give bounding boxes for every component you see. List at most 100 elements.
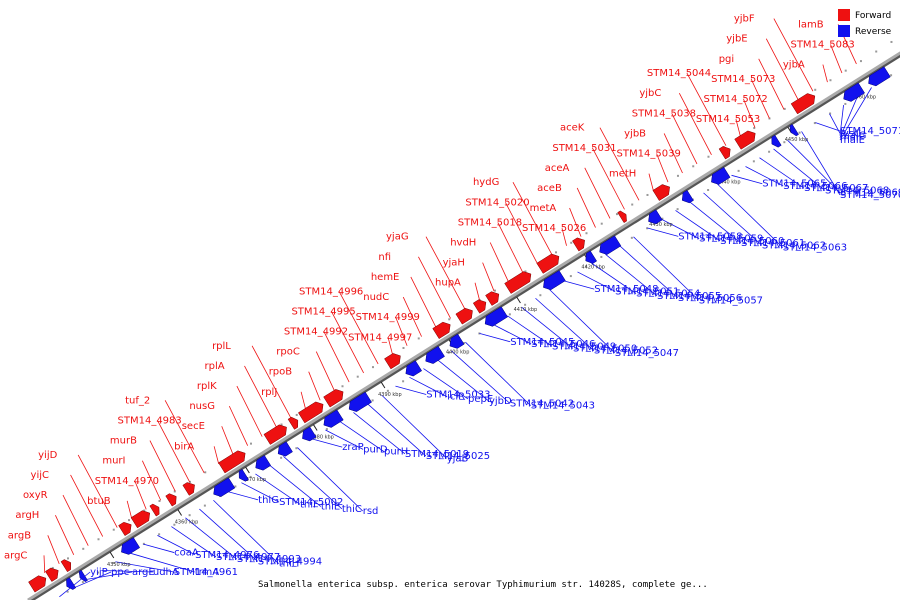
reverse-gene-arrow[interactable] bbox=[843, 82, 865, 102]
gene-label[interactable]: STM14_5073 bbox=[711, 74, 775, 85]
gene-label[interactable]: STM14_4977 bbox=[216, 552, 280, 563]
gene-label[interactable]: argC bbox=[4, 550, 27, 561]
forward-gene-arrow[interactable] bbox=[504, 271, 532, 294]
gene-label[interactable]: STM14_5018 bbox=[458, 217, 522, 228]
gene-label[interactable]: yjbC bbox=[639, 88, 661, 99]
gene-label[interactable]: yjaB bbox=[447, 453, 469, 464]
forward-gene-arrow[interactable] bbox=[149, 503, 160, 517]
gene-label[interactable]: thiG bbox=[258, 495, 279, 506]
gene-label[interactable]: STM14_5061 bbox=[741, 238, 805, 249]
reverse-gene-arrow[interactable] bbox=[599, 235, 622, 255]
forward-gene-arrow[interactable] bbox=[734, 130, 756, 150]
reverse-gene-arrow[interactable] bbox=[255, 454, 272, 471]
gene-label[interactable]: STM14_5002 bbox=[279, 497, 343, 508]
gene-label[interactable]: STM14_4976 bbox=[195, 550, 259, 561]
gene-label[interactable]: metA bbox=[530, 203, 557, 214]
gene-label[interactable]: STM14_4997 bbox=[348, 332, 412, 343]
gene-label[interactable]: STM14_5044 bbox=[647, 68, 711, 79]
reverse-gene-arrow[interactable] bbox=[425, 345, 445, 364]
gene-label[interactable]: lamB bbox=[798, 19, 824, 30]
forward-gene-arrow[interactable] bbox=[572, 237, 585, 252]
gene-label[interactable]: rplK bbox=[197, 381, 217, 392]
gene-label[interactable]: STM14_5042 bbox=[510, 398, 574, 409]
reverse-gene-arrow[interactable] bbox=[484, 306, 508, 327]
gene-label[interactable]: trmA bbox=[195, 567, 220, 578]
gene-label[interactable]: hemE bbox=[371, 272, 400, 283]
gene-label[interactable]: yjbD bbox=[489, 396, 512, 407]
gene-label[interactable]: STM14_5071 bbox=[840, 126, 900, 137]
gene-label[interactable]: STM14_5053 bbox=[696, 114, 760, 125]
reverse-gene-arrow[interactable] bbox=[771, 134, 782, 148]
gene-label[interactable]: STM14_5019 bbox=[405, 449, 469, 460]
gene-label[interactable]: STM14_5049 bbox=[552, 341, 616, 352]
gene-label[interactable]: STM14_5047 bbox=[615, 348, 679, 359]
gene-label[interactable]: iclR bbox=[447, 392, 465, 403]
forward-gene-arrow[interactable] bbox=[384, 353, 401, 370]
gene-label[interactable]: rsd bbox=[363, 506, 379, 517]
gene-label[interactable]: STM14_5060 bbox=[720, 236, 784, 247]
gene-label[interactable]: STM14_5068 bbox=[825, 185, 889, 196]
gene-label[interactable]: thiC bbox=[342, 504, 362, 515]
forward-gene-arrow[interactable] bbox=[28, 575, 47, 593]
reverse-gene-arrow[interactable] bbox=[681, 189, 694, 204]
gene-label[interactable]: STM14_5067 bbox=[804, 183, 868, 194]
forward-gene-arrow[interactable] bbox=[45, 567, 59, 582]
gene-label[interactable]: STM14_5070 bbox=[840, 190, 900, 201]
gene-label[interactable]: STM14_5066 bbox=[783, 181, 847, 192]
gene-label[interactable]: STM14_5052 bbox=[594, 346, 658, 357]
gene-label[interactable]: malF bbox=[840, 133, 865, 144]
gene-label[interactable]: STM14_5038 bbox=[632, 108, 696, 119]
reverse-gene-arrow[interactable] bbox=[323, 409, 344, 428]
gene-label[interactable]: STM14_5051 bbox=[615, 286, 679, 297]
reverse-gene-arrow[interactable] bbox=[789, 123, 799, 137]
gene-label[interactable]: coaA bbox=[174, 548, 199, 559]
forward-gene-arrow[interactable] bbox=[182, 482, 195, 496]
gene-label[interactable]: aceB bbox=[537, 183, 562, 194]
gene-label[interactable]: STM14_5020 bbox=[465, 197, 529, 208]
gene-label[interactable]: hydG bbox=[473, 177, 499, 188]
gene-label[interactable]: nfi bbox=[378, 252, 391, 263]
gene-label[interactable]: rplL bbox=[212, 341, 231, 352]
gene-label[interactable]: nusG bbox=[189, 401, 215, 412]
forward-gene-arrow[interactable] bbox=[790, 93, 816, 115]
forward-gene-arrow[interactable] bbox=[130, 510, 151, 529]
gene-label[interactable]: malG bbox=[840, 130, 866, 141]
gene-label[interactable]: rplJ bbox=[261, 387, 277, 398]
gene-label[interactable]: yjbB bbox=[624, 128, 646, 139]
gene-label[interactable]: STM14_5056 bbox=[678, 293, 742, 304]
reverse-gene-arrow[interactable] bbox=[405, 360, 423, 377]
forward-gene-arrow[interactable] bbox=[455, 307, 473, 325]
reverse-gene-arrow[interactable] bbox=[543, 270, 566, 291]
gene-label[interactable]: STM14_5046 bbox=[531, 339, 595, 350]
gene-label[interactable]: STM14_4995 bbox=[291, 306, 355, 317]
forward-gene-arrow[interactable] bbox=[323, 389, 344, 408]
gene-label[interactable]: STM14_4983 bbox=[118, 415, 182, 426]
reverse-gene-arrow[interactable] bbox=[449, 333, 465, 349]
gene-label[interactable]: yjaG bbox=[386, 232, 409, 243]
gene-label[interactable]: STM14_5069 bbox=[840, 188, 900, 199]
gene-label[interactable]: STM14_4993 bbox=[237, 554, 301, 565]
gene-label[interactable]: ppc bbox=[111, 567, 129, 578]
gene-label[interactable]: STM14_4999 bbox=[356, 312, 420, 323]
gene-label[interactable]: purH bbox=[384, 447, 408, 458]
gene-label[interactable]: STM14_5050 bbox=[573, 343, 637, 354]
gene-label[interactable]: rplA bbox=[204, 361, 224, 372]
forward-gene-arrow[interactable] bbox=[60, 559, 72, 573]
reverse-gene-arrow[interactable] bbox=[238, 468, 249, 482]
forward-gene-arrow[interactable] bbox=[536, 253, 560, 274]
gene-label[interactable]: STM14_5026 bbox=[522, 223, 586, 234]
forward-gene-arrow[interactable] bbox=[472, 299, 487, 314]
reverse-gene-arrow[interactable] bbox=[66, 577, 77, 590]
reverse-gene-arrow[interactable] bbox=[302, 426, 317, 442]
gene-label[interactable]: STM14_5025 bbox=[426, 451, 490, 462]
gene-label[interactable]: yjaH bbox=[443, 258, 465, 269]
gene-label[interactable]: STM14_5054 bbox=[636, 289, 700, 300]
gene-label[interactable]: STM14_5045 bbox=[510, 337, 574, 348]
gene-label[interactable]: aceA bbox=[545, 163, 570, 174]
gene-label[interactable]: yijP bbox=[90, 567, 108, 578]
gene-label[interactable]: purD bbox=[363, 444, 388, 455]
gene-label[interactable]: STM14_5057 bbox=[699, 295, 763, 306]
gene-label[interactable]: STM14_4961 bbox=[174, 567, 238, 578]
reverse-gene-arrow[interactable] bbox=[585, 250, 598, 264]
gene-label[interactable]: STM14_5065 bbox=[762, 179, 826, 190]
